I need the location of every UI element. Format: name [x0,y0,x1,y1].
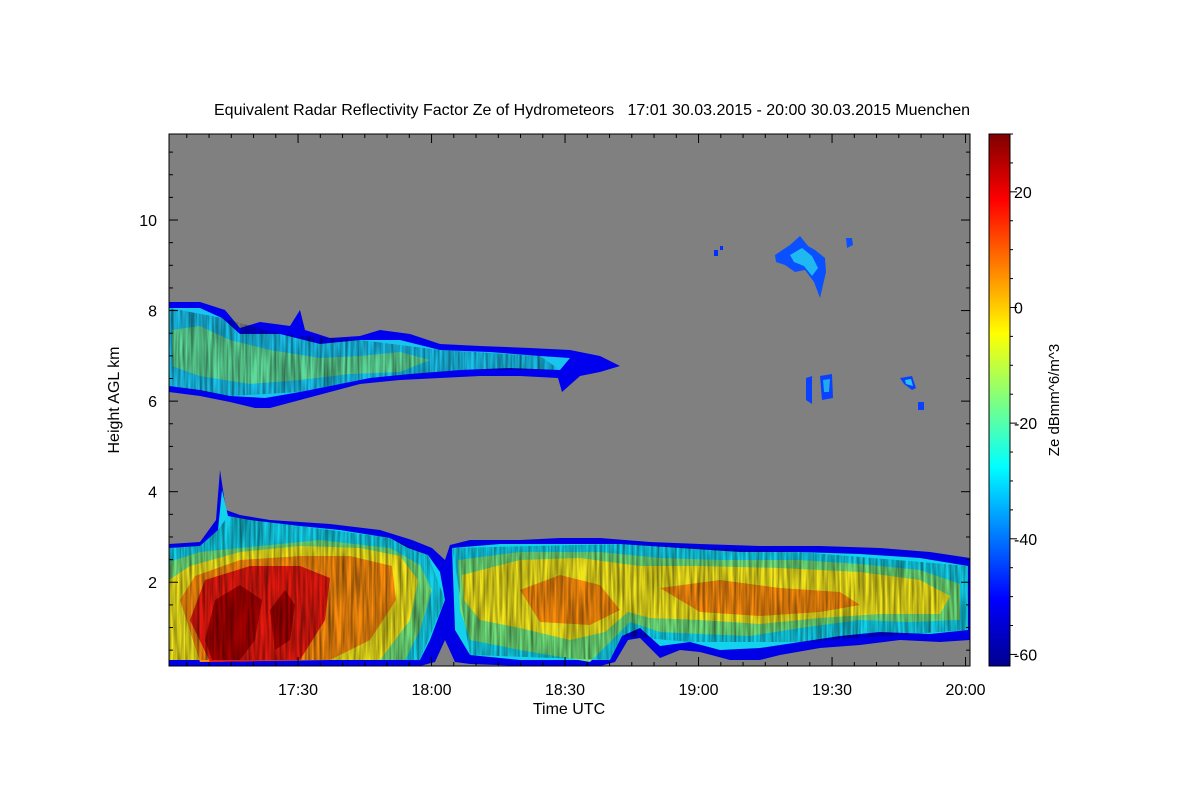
colorbar-tick-label: 0 [1014,300,1023,317]
chart-title: Equivalent Radar Reflectivity Factor Ze … [214,102,970,119]
high-echo-fleck [846,238,853,248]
colorbar-tick-label: -60 [1014,647,1037,664]
colorbar-label: Ze dBmm^6/m^3 [1046,344,1063,456]
mid-cloud-texture [169,308,560,396]
y-tick-label: 8 [148,304,157,321]
x-tick-label: 17:30 [278,682,318,699]
colorbar-tick-label: -20 [1014,416,1037,433]
upper-echoes [714,236,924,410]
colorbar-tick-label: 20 [1014,185,1032,202]
x-axis-label: Time UTC [533,701,605,718]
lower-echo-layer [169,470,970,666]
y-axis: 2 4 6 8 10 [139,151,970,651]
y-tick-label: 10 [139,213,157,230]
high-echo-fleck [714,246,723,256]
colorbar-axis: 20 0 -20 -40 -60 [1010,133,1037,664]
x-tick-label: 20:00 [946,682,986,699]
mid-cloud-layer [169,302,620,408]
x-tick-label: 18:00 [412,682,452,699]
isolated-echo-core [823,379,830,392]
colorbar-tick-label: -40 [1014,532,1037,549]
isolated-echo [900,376,924,410]
y-axis-label: Height AGL km [106,346,123,453]
high-ice-cloud [775,236,826,298]
y-tick-label: 6 [148,394,157,411]
high-ice-cloud-core [790,248,818,276]
isolated-echo-core [905,379,913,386]
x-tick-label: 19:00 [679,682,719,699]
plot-frame [168,133,971,667]
x-axis: 17:30 18:00 18:30 19:00 19:30 20:00 [186,134,986,699]
y-tick-label: 4 [148,485,157,502]
x-tick-label: 18:30 [545,682,585,699]
lower-echo-texture [169,516,968,660]
colorbar [988,133,1011,667]
echo-layers [169,236,970,666]
x-tick-label: 19:30 [812,682,852,699]
y-tick-label: 2 [148,575,157,592]
